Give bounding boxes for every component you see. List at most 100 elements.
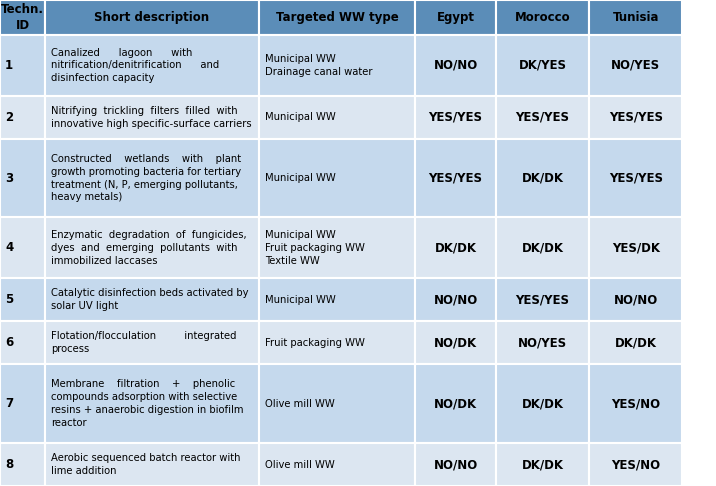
Text: Fruit packaging WW: Fruit packaging WW — [265, 338, 365, 348]
Bar — [0, 278, 45, 321]
Bar — [0, 0, 45, 35]
Bar — [259, 139, 415, 218]
Text: 5: 5 — [5, 294, 14, 306]
Text: Olive mill WW: Olive mill WW — [265, 399, 335, 409]
Bar — [259, 321, 415, 364]
Bar — [45, 0, 259, 35]
Bar — [589, 321, 682, 364]
Text: 2: 2 — [5, 111, 13, 124]
Text: Catalytic disinfection beds activated by
solar UV light: Catalytic disinfection beds activated by… — [51, 288, 248, 311]
Bar — [496, 139, 589, 218]
Bar — [0, 218, 45, 278]
Bar — [496, 96, 589, 139]
Text: 6: 6 — [5, 336, 14, 349]
Text: NO/DK: NO/DK — [434, 336, 477, 349]
Text: DK/DK: DK/DK — [521, 458, 563, 471]
Text: YES/YES: YES/YES — [429, 172, 483, 185]
Bar — [259, 278, 415, 321]
Text: Egypt: Egypt — [437, 11, 475, 24]
Text: Canalized      lagoon      with
nitrification/denitrification      and
disinfect: Canalized lagoon with nitrification/deni… — [51, 48, 219, 83]
Bar — [496, 218, 589, 278]
Text: DK/DK: DK/DK — [521, 242, 563, 254]
Bar — [0, 139, 45, 218]
Bar — [415, 35, 496, 96]
Bar — [415, 321, 496, 364]
Bar — [0, 443, 45, 486]
Bar — [589, 364, 682, 443]
Text: YES/YES: YES/YES — [429, 111, 483, 124]
Text: 7: 7 — [5, 397, 13, 410]
Bar — [589, 139, 682, 218]
Bar — [0, 364, 45, 443]
Text: Targeted WW type: Targeted WW type — [276, 11, 399, 24]
Text: YES/YES: YES/YES — [516, 294, 570, 306]
Bar — [45, 96, 259, 139]
Bar — [45, 35, 259, 96]
Bar — [496, 364, 589, 443]
Bar — [496, 443, 589, 486]
Bar — [589, 96, 682, 139]
Bar — [589, 218, 682, 278]
Bar — [415, 218, 496, 278]
Bar — [589, 0, 682, 35]
Bar — [259, 35, 415, 96]
Bar — [45, 443, 259, 486]
Bar — [589, 443, 682, 486]
Text: DK/YES: DK/YES — [518, 59, 566, 72]
Bar — [415, 96, 496, 139]
Bar — [45, 364, 259, 443]
Text: 3: 3 — [5, 172, 13, 185]
Text: NO/NO: NO/NO — [614, 294, 658, 306]
Text: Membrane    filtration    +    phenolic
compounds adsorption with selective
resi: Membrane filtration + phenolic compounds… — [51, 380, 243, 428]
Bar — [0, 96, 45, 139]
Text: NO/NO: NO/NO — [433, 458, 478, 471]
Text: Enzymatic  degradation  of  fungicides,
dyes  and  emerging  pollutants  with
im: Enzymatic degradation of fungicides, dye… — [51, 230, 246, 266]
Text: NO/DK: NO/DK — [434, 397, 477, 410]
Bar — [496, 0, 589, 35]
Bar — [496, 321, 589, 364]
Text: YES/NO: YES/NO — [611, 397, 660, 410]
Text: DK/DK: DK/DK — [521, 397, 563, 410]
Bar — [259, 364, 415, 443]
Text: NO/YES: NO/YES — [611, 59, 660, 72]
Text: Municipal WW
Drainage canal water: Municipal WW Drainage canal water — [265, 54, 372, 77]
Text: 1: 1 — [5, 59, 13, 72]
Text: Aerobic sequenced batch reactor with
lime addition: Aerobic sequenced batch reactor with lim… — [51, 453, 241, 476]
Text: YES/YES: YES/YES — [516, 111, 570, 124]
Text: DK/DK: DK/DK — [614, 336, 657, 349]
Text: DK/DK: DK/DK — [521, 172, 563, 185]
Text: Nitrifying  trickling  filters  filled  with
innovative high specific-surface ca: Nitrifying trickling filters filled with… — [51, 106, 251, 129]
Bar — [45, 139, 259, 218]
Text: YES/YES: YES/YES — [609, 111, 663, 124]
Bar — [259, 0, 415, 35]
Text: YES/YES: YES/YES — [609, 172, 663, 185]
Bar — [415, 364, 496, 443]
Text: NO/NO: NO/NO — [433, 294, 478, 306]
Text: YES/NO: YES/NO — [611, 458, 660, 471]
Text: Municipal WW: Municipal WW — [265, 295, 336, 305]
Text: NO/NO: NO/NO — [433, 59, 478, 72]
Text: Municipal WW
Fruit packaging WW
Textile WW: Municipal WW Fruit packaging WW Textile … — [265, 230, 365, 266]
Text: Municipal WW: Municipal WW — [265, 112, 336, 122]
Bar — [496, 278, 589, 321]
Text: 4: 4 — [5, 242, 14, 254]
Text: Olive mill WW: Olive mill WW — [265, 459, 335, 469]
Text: Morocco: Morocco — [515, 11, 571, 24]
Bar — [259, 443, 415, 486]
Text: Flotation/flocculation         integrated
process: Flotation/flocculation integrated proces… — [51, 331, 236, 354]
Text: Tunisia: Tunisia — [612, 11, 659, 24]
Text: YES/DK: YES/DK — [611, 242, 659, 254]
Text: 8: 8 — [5, 458, 14, 471]
Bar — [415, 0, 496, 35]
Bar — [589, 278, 682, 321]
Text: Techn.
ID: Techn. ID — [1, 3, 44, 32]
Bar — [45, 278, 259, 321]
Bar — [415, 139, 496, 218]
Bar — [0, 321, 45, 364]
Bar — [259, 218, 415, 278]
Text: NO/YES: NO/YES — [518, 336, 567, 349]
Bar — [45, 218, 259, 278]
Bar — [415, 278, 496, 321]
Bar — [496, 35, 589, 96]
Text: DK/DK: DK/DK — [435, 242, 477, 254]
